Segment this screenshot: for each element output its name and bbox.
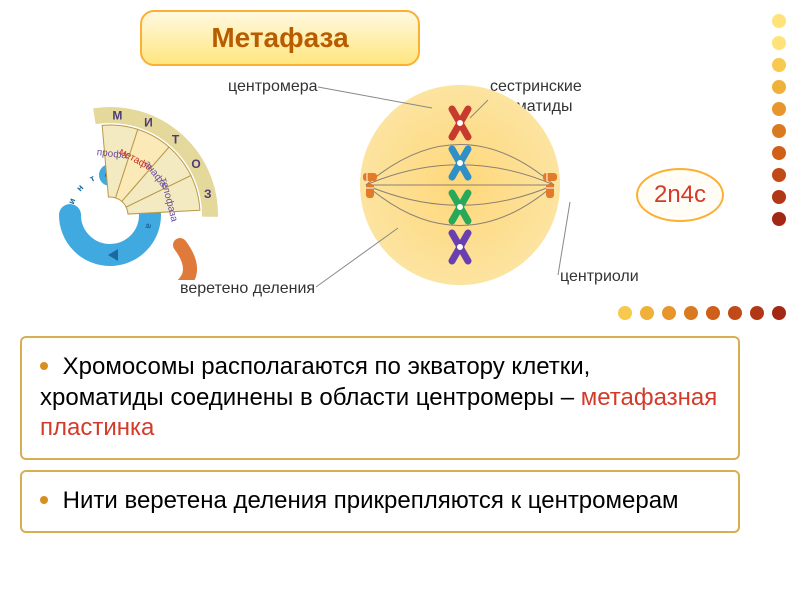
svg-text:и: и [66,197,77,206]
deco-dot [772,124,786,138]
svg-text:М: М [112,108,122,122]
deco-dot [640,306,654,320]
deco-dot [772,80,786,94]
title-text: Метафаза [211,22,348,54]
cell-diagram [330,70,590,290]
deco-dot [772,14,786,28]
deco-dot [772,58,786,72]
bullet-box-1: Хромосомы располагаются по экватору клет… [20,336,740,460]
title-box: Метафаза [140,10,420,66]
deco-dot [728,306,742,320]
deco-dot [684,306,698,320]
deco-dot [772,36,786,50]
deco-dot [772,190,786,204]
deco-dot [618,306,632,320]
deco-dot [772,168,786,182]
dot-column [772,14,786,226]
deco-dot [662,306,676,320]
deco-dot [772,146,786,160]
deco-dot [772,306,786,320]
ploidy-badge: 2n4c [636,168,724,222]
phase-wheel: интерфазапрофазаметафазаанафазателофазаМ… [20,80,220,280]
deco-dot [772,102,786,116]
svg-text:т: т [88,173,97,184]
deco-dot [750,306,764,320]
ploidy-text: 2n4c [654,181,706,209]
label-spindle: веретено деления [180,280,315,298]
svg-text:З: З [204,187,212,201]
svg-text:Т: Т [172,133,180,147]
bullet-box-2: Нити веретена деления прикрепляются к це… [20,470,740,533]
deco-dot [706,306,720,320]
svg-text:И: И [144,116,153,130]
svg-text:О: О [191,157,200,171]
label-centromere: центромера [228,78,318,96]
deco-dot [772,212,786,226]
dot-row [618,306,786,320]
svg-text:н: н [74,182,85,193]
